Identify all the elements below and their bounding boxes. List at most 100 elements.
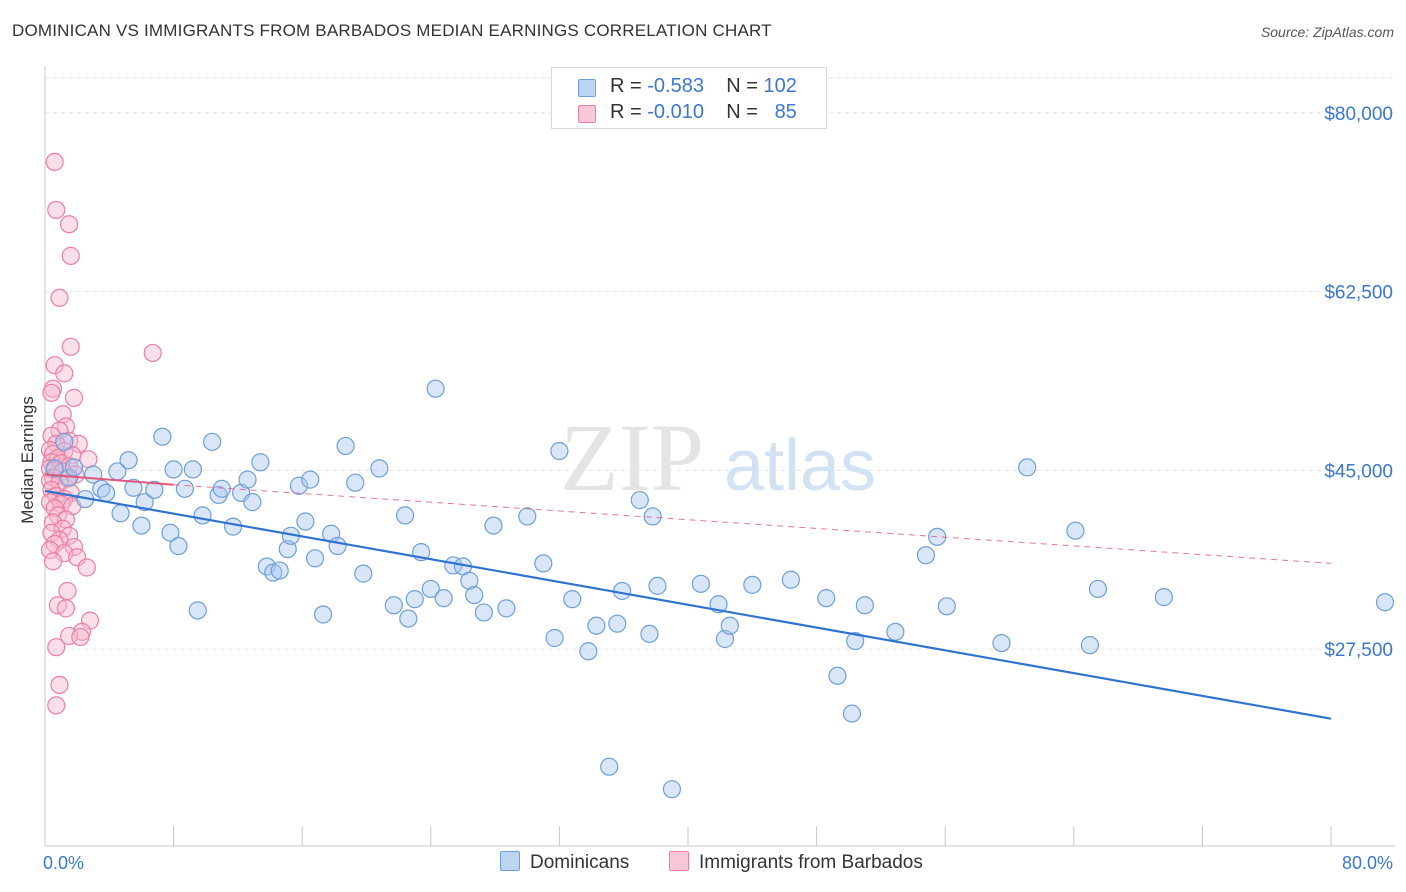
barbados-point — [47, 200, 66, 220]
dominican-point — [243, 493, 262, 512]
dominican-point — [313, 605, 333, 624]
dominican-point — [474, 603, 493, 622]
dominican-point — [579, 642, 598, 661]
dominican-point — [135, 493, 154, 512]
dominican-point — [434, 589, 453, 608]
axes — [44, 66, 1395, 847]
dominican-point — [1066, 521, 1085, 540]
x-tick-label: 80.0% — [1342, 853, 1393, 873]
x-tick-labels: 0.0% 80.0% — [43, 853, 1393, 873]
dominican-point — [161, 523, 180, 542]
dominican-point — [354, 564, 373, 583]
dominican-point — [545, 628, 564, 648]
dominican-point — [175, 479, 194, 498]
legend-n-label: N = — [726, 75, 758, 97]
dominican-point — [1154, 588, 1173, 607]
legend-r-label: R = — [610, 75, 642, 97]
legend-n-value: 102 — [763, 75, 797, 97]
dominican-point — [164, 460, 183, 479]
dominican-point — [484, 516, 503, 535]
barbados-point — [56, 599, 75, 618]
dominican-point — [426, 379, 445, 398]
legend-n-label: N = — [726, 101, 758, 123]
dominican-point — [846, 631, 865, 651]
barbados-point — [58, 581, 77, 601]
barbados-point — [45, 152, 64, 172]
dominican-point — [842, 704, 862, 723]
barbados-point — [64, 388, 84, 407]
dominican-point — [223, 517, 243, 536]
barbados-point — [64, 537, 84, 557]
dominican-point — [153, 427, 172, 446]
dominican-point — [296, 512, 315, 531]
dominican-point — [916, 546, 936, 565]
chart-title: DOMINICAN VS IMMIGRANTS FROM BARBADOS ME… — [12, 21, 772, 40]
dominican-point — [460, 571, 479, 590]
dominican-point — [691, 574, 710, 593]
legend-swatch-blue — [578, 79, 596, 97]
dominican-point — [648, 576, 667, 595]
dominican-point — [212, 479, 231, 498]
legend-r-value: -0.010 — [647, 101, 704, 123]
dominican-point — [328, 536, 347, 556]
dominican-point — [384, 596, 403, 615]
barbados-point — [61, 246, 80, 265]
dominican-point — [251, 453, 270, 472]
dominican-point — [96, 483, 116, 503]
dominican-point — [301, 470, 320, 489]
dominican-point — [111, 504, 130, 523]
bottom-legend-label: Immigrants from Barbados — [699, 852, 923, 873]
bottom-legend-dominicans: Dominicans — [500, 851, 629, 874]
trend-lines — [44, 473, 1332, 720]
dominican-point — [1018, 458, 1037, 477]
barbados-point — [47, 696, 66, 715]
dominican-point — [518, 507, 537, 526]
dominican-point — [270, 561, 289, 580]
dominican-point — [600, 757, 619, 776]
dominican-point — [662, 780, 682, 799]
dominican-point — [421, 579, 440, 599]
dominican-point — [563, 590, 582, 609]
barbados-point — [60, 526, 79, 545]
y-tick-label: $45,000 — [1324, 461, 1393, 482]
dominican-point — [203, 432, 222, 451]
source-label: Source: ZipAtlas.com — [1260, 24, 1394, 40]
barbados-point — [40, 541, 60, 560]
dominican-point — [183, 460, 202, 479]
x-tick-label: 0.0% — [43, 853, 84, 873]
dominican-point — [193, 506, 212, 525]
dominican-point — [399, 609, 418, 628]
watermark-atlas: atlas — [724, 426, 876, 506]
dominican-point — [886, 622, 905, 641]
dominican-point — [1088, 579, 1108, 599]
dominican-point — [643, 507, 662, 526]
dominican-point — [937, 597, 956, 616]
barbados-point — [77, 558, 96, 577]
dominican-point — [497, 599, 516, 618]
barbados-point — [47, 638, 66, 657]
dominican-point — [720, 616, 739, 635]
dominican-point — [45, 459, 64, 478]
barbados-point — [55, 364, 74, 383]
bottom-legend-swatch-pink — [669, 851, 689, 871]
dominican-point — [132, 516, 151, 535]
y-tick-label: $80,000 — [1324, 104, 1393, 125]
barbados-trend-line — [44, 473, 174, 486]
dominican-point — [465, 585, 484, 605]
bottom-legend-swatch-blue — [500, 851, 520, 871]
dominican-point — [64, 458, 84, 477]
gridlines — [45, 77, 1395, 650]
dominican-point — [550, 441, 569, 461]
legend-r-value: -0.583 — [647, 75, 704, 97]
legend: R = -0.583 N = 102 R = -0.010 N = 85 — [551, 67, 827, 129]
y-tick-label: $62,500 — [1324, 283, 1393, 304]
dominican-point — [405, 590, 424, 609]
dominican-point — [1080, 636, 1099, 655]
dominican-point — [169, 536, 188, 556]
dominican-point — [55, 432, 74, 451]
bottom-legend-label: Dominicans — [530, 852, 630, 873]
dominican-point — [238, 470, 257, 489]
dominican-point — [587, 616, 606, 635]
legend-swatch-pink — [578, 105, 596, 123]
barbados-point — [60, 215, 79, 234]
